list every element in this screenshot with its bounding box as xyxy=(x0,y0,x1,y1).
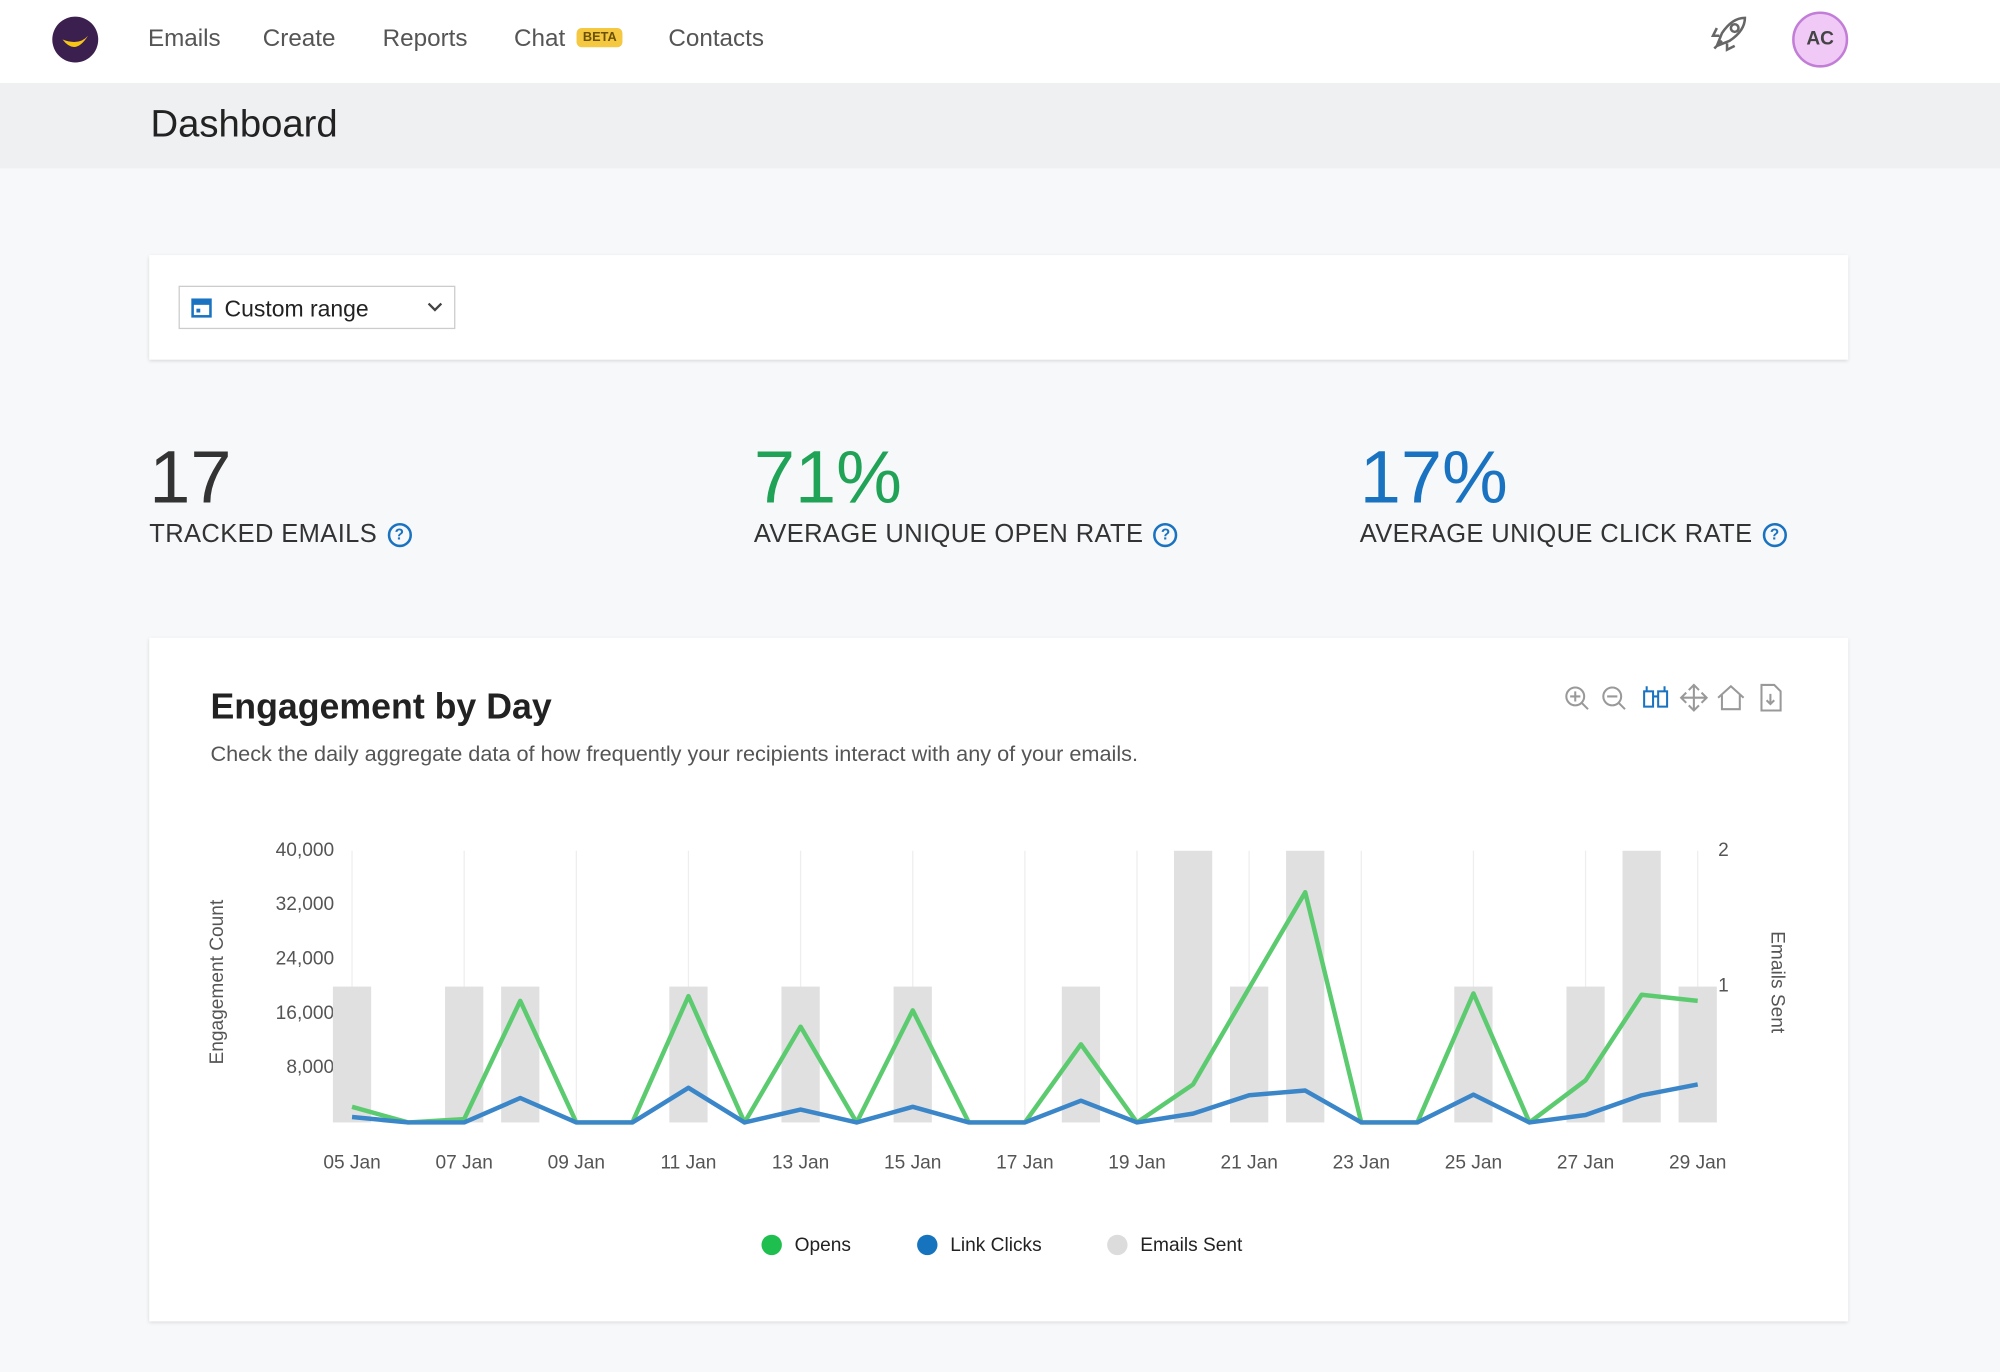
title-band: Dashboard xyxy=(0,82,2000,169)
bar xyxy=(1678,986,1717,1123)
x-tick-label: 13 Jan xyxy=(772,1152,829,1173)
bar xyxy=(1566,986,1605,1123)
nav-item[interactable]: Contacts xyxy=(668,25,765,53)
beta-badge: BETA xyxy=(576,28,624,48)
stat-label: AVERAGE UNIQUE CLICK RATE? xyxy=(1360,520,1787,549)
stat-value: 71% xyxy=(753,436,902,520)
y2-tick-label: 2 xyxy=(1718,840,1729,861)
chart-subtitle: Check the daily aggregate data of how fr… xyxy=(210,741,1138,766)
page-title: Dashboard xyxy=(150,103,338,146)
top-bar: Emails Create Reports Chat BETA Contacts… xyxy=(0,0,2000,83)
avatar[interactable]: AC xyxy=(1792,11,1849,68)
y-tick-label: 16,000 xyxy=(276,1003,335,1024)
x-tick-label: 15 Jan xyxy=(884,1152,941,1173)
x-tick-label: 09 Jan xyxy=(548,1152,605,1173)
dropdown-label: Custom range xyxy=(224,295,369,322)
nav-item[interactable]: Chat xyxy=(514,25,566,53)
y-tick-label: 8,000 xyxy=(286,1057,334,1078)
stat-label: AVERAGE UNIQUE OPEN RATE? xyxy=(754,520,1178,549)
x-tick-label: 27 Jan xyxy=(1557,1152,1614,1173)
zoom-in[interactable] xyxy=(1565,686,1589,710)
reset[interactable] xyxy=(1717,684,1745,711)
bar xyxy=(893,986,932,1123)
pan[interactable] xyxy=(1679,683,1709,712)
stat-label: TRACKED EMAILS? xyxy=(149,520,412,549)
x-tick-label: 29 Jan xyxy=(1669,1152,1726,1173)
bar xyxy=(781,986,820,1123)
logo[interactable] xyxy=(51,15,99,63)
bar xyxy=(669,986,708,1123)
bar xyxy=(1173,850,1213,1123)
stat-label-text: AVERAGE UNIQUE CLICK RATE xyxy=(1359,520,1753,549)
x-tick-label: 07 Jan xyxy=(435,1152,492,1173)
select-zoom[interactable] xyxy=(1643,686,1669,708)
stat-label-text: TRACKED EMAILS xyxy=(149,520,378,549)
legend-swatch xyxy=(761,1234,782,1256)
legend-label: Emails Sent xyxy=(1140,1235,1243,1256)
chart: Engagement by Day Check the daily aggreg… xyxy=(207,683,1788,1256)
range-dropdown[interactable]: Custom range xyxy=(178,285,456,330)
x-tick-label: 05 Jan xyxy=(323,1152,380,1173)
bar xyxy=(445,986,484,1123)
stat-label-text: AVERAGE UNIQUE OPEN RATE xyxy=(753,520,1144,549)
x-tick-label: 17 Jan xyxy=(996,1152,1053,1173)
x-tick-label: 23 Jan xyxy=(1333,1152,1390,1173)
legend-label: Opens xyxy=(795,1235,851,1256)
bar xyxy=(332,986,372,1123)
nav-item[interactable]: Emails xyxy=(147,25,221,53)
zoom-out[interactable] xyxy=(1602,686,1626,710)
filter-card: Custom range xyxy=(149,255,1849,360)
calendar-icon xyxy=(191,298,212,318)
chart-toolbar xyxy=(1565,683,1782,712)
bar xyxy=(1622,850,1661,1123)
y-tick-label: 40,000 xyxy=(276,840,335,861)
rocket-icon[interactable] xyxy=(1707,13,1750,56)
legend-swatch xyxy=(917,1234,938,1256)
legend-label: Link Clicks xyxy=(950,1235,1041,1256)
download[interactable] xyxy=(1760,683,1782,712)
nav-item[interactable]: Create xyxy=(262,25,336,53)
help-icon[interactable]: ? xyxy=(1153,522,1178,548)
y-tick-label: 24,000 xyxy=(276,948,335,969)
x-tick-label: 21 Jan xyxy=(1220,1152,1277,1173)
chart-card: Engagement by Day Check the daily aggreg… xyxy=(149,637,1849,1322)
y-tick-label: 32,000 xyxy=(276,894,335,915)
y2-tick-label: 1 xyxy=(1718,976,1729,997)
help-icon[interactable]: ? xyxy=(1762,522,1787,548)
line xyxy=(351,1082,1699,1125)
nav-item[interactable]: Reports xyxy=(382,25,468,53)
stat-value: 17% xyxy=(1359,436,1508,520)
chevron xyxy=(427,302,443,312)
x-tick-label: 19 Jan xyxy=(1108,1152,1165,1173)
chart-title: Engagement by Day xyxy=(210,687,551,727)
x-tick-label: 25 Jan xyxy=(1445,1152,1502,1173)
y-axis-title: Engagement Count xyxy=(207,899,228,1064)
legend-swatch xyxy=(1107,1234,1128,1256)
help-icon[interactable]: ? xyxy=(387,522,412,548)
x-tick-label: 11 Jan xyxy=(660,1152,716,1173)
y2-axis-title: Emails Sent xyxy=(1767,931,1788,1034)
stat-value: 17 xyxy=(149,436,232,520)
